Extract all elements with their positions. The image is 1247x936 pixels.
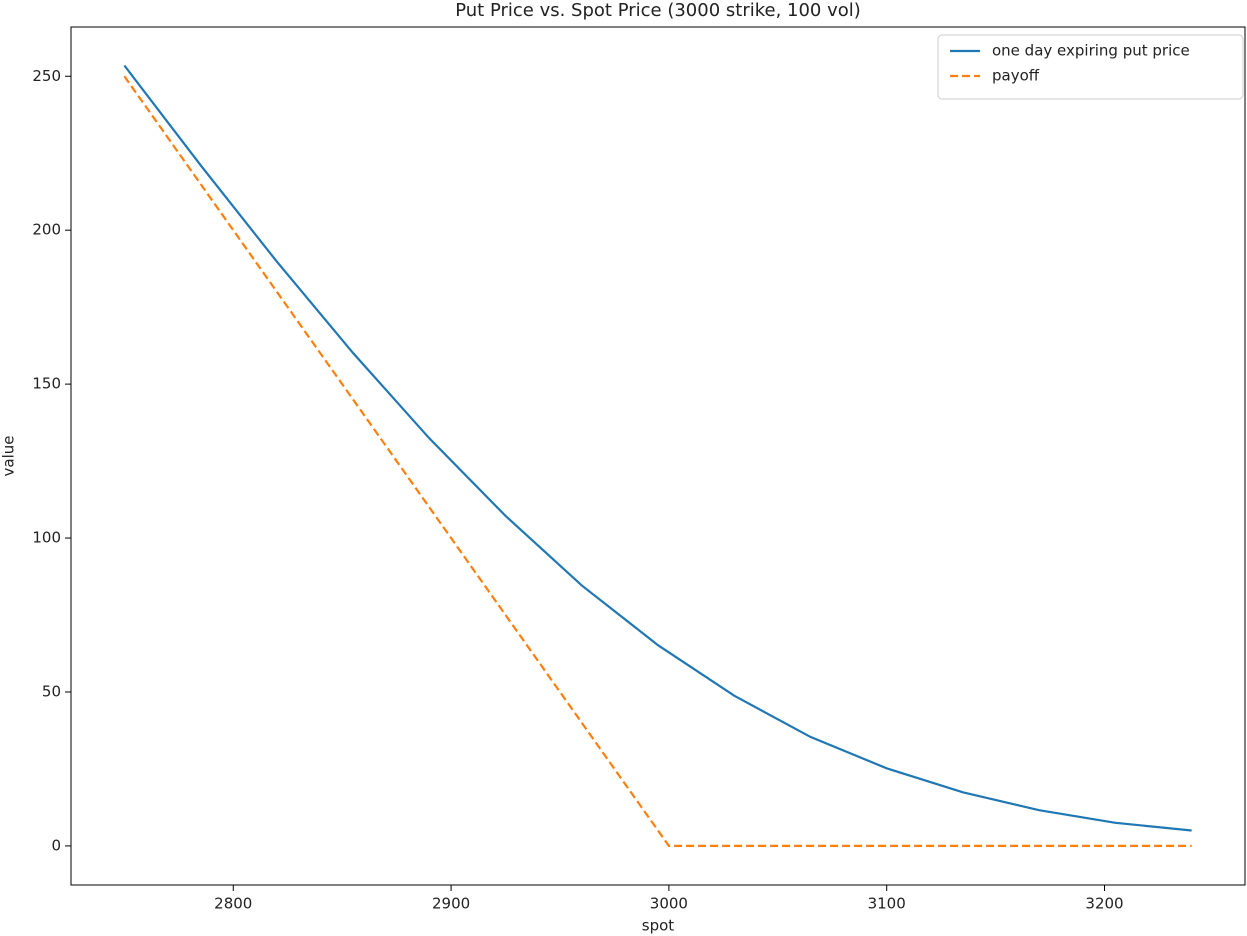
x-tick-label: 3100 xyxy=(868,895,906,913)
y-tick-label: 200 xyxy=(32,221,61,239)
x-tick-label: 3000 xyxy=(650,895,688,913)
y-tick-label: 50 xyxy=(42,682,61,700)
series-line xyxy=(123,64,1192,832)
y-tick-label: 250 xyxy=(32,67,61,85)
legend-label: one day expiring put price xyxy=(992,42,1190,60)
chart-title: Put Price vs. Spot Price (3000 strike, 1… xyxy=(455,0,861,21)
legend-label: payoff xyxy=(992,67,1040,85)
y-tick-label: 100 xyxy=(32,529,61,547)
y-axis-label: value xyxy=(0,436,18,477)
y-tick-label: 150 xyxy=(32,375,61,393)
legend-box xyxy=(937,34,1244,100)
plot-frame xyxy=(70,26,1246,886)
series-line xyxy=(123,75,1192,848)
x-tick-label: 2800 xyxy=(214,895,252,913)
y-tick-label: 0 xyxy=(51,836,61,854)
x-tick-label: 3200 xyxy=(1085,895,1123,913)
x-axis-label: spot xyxy=(642,917,675,935)
x-tick-label: 2900 xyxy=(432,895,470,913)
